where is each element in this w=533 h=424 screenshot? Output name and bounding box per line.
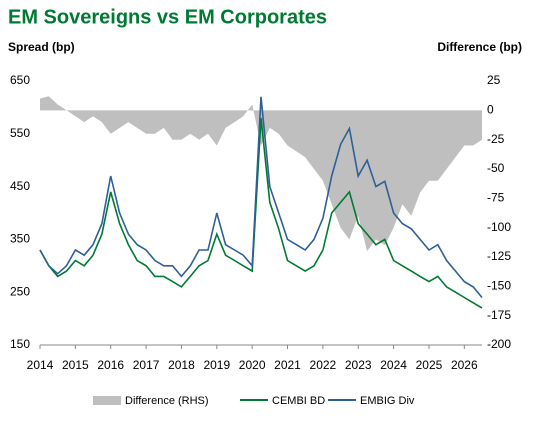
x-tick-label: 2017 — [133, 358, 160, 372]
y-tick-label: 250 — [10, 284, 30, 298]
y2-tick-label: -25 — [487, 132, 505, 146]
y2-axis-label: Difference (bp) — [437, 40, 522, 54]
chart-title: EM Sovereigns vs EM Corporates — [8, 6, 327, 28]
legend-label: CEMBI BD — [272, 395, 325, 407]
line — [39, 117, 483, 309]
legend-label: Difference (RHS) — [125, 395, 209, 407]
x-tick-label: 2023 — [345, 358, 372, 372]
y-tick-label: 650 — [10, 73, 30, 87]
y-tick-label: 150 — [10, 337, 30, 351]
y2-tick-label: 0 — [487, 103, 494, 117]
y2-tick-label: -50 — [487, 161, 505, 175]
y2-tick-label: -125 — [487, 249, 511, 263]
x-tick-label: 2021 — [274, 358, 301, 372]
y2-tick-label: -200 — [487, 337, 511, 351]
x-tick-label: 2018 — [168, 358, 195, 372]
x-tick-label: 2019 — [203, 358, 230, 372]
x-tick-label: 2020 — [239, 358, 266, 372]
x-tick-label: 2022 — [310, 358, 337, 372]
y-tick-label: 350 — [10, 232, 30, 246]
y-tick-label: 450 — [10, 179, 30, 193]
legend-swatch — [93, 396, 121, 405]
y2-tick-label: -175 — [487, 308, 511, 322]
y2-tick-label: -75 — [487, 191, 505, 205]
line — [39, 96, 483, 299]
x-tick-label: 2026 — [451, 358, 478, 372]
legend-label: EMBIG Div — [360, 395, 415, 407]
y2-tick-label: -100 — [487, 220, 511, 234]
x-tick-label: 2014 — [27, 358, 54, 372]
x-tick-label: 2024 — [380, 358, 407, 372]
x-tick-label: 2016 — [97, 358, 124, 372]
y2-tick-label: -150 — [487, 279, 511, 293]
y-axis-label: Spread (bp) — [8, 40, 75, 54]
area — [40, 96, 482, 252]
x-tick-label: 2025 — [416, 358, 443, 372]
x-tick-label: 2015 — [62, 358, 89, 372]
y-tick-label: 550 — [10, 126, 30, 140]
y2-tick-label: 25 — [487, 73, 501, 87]
